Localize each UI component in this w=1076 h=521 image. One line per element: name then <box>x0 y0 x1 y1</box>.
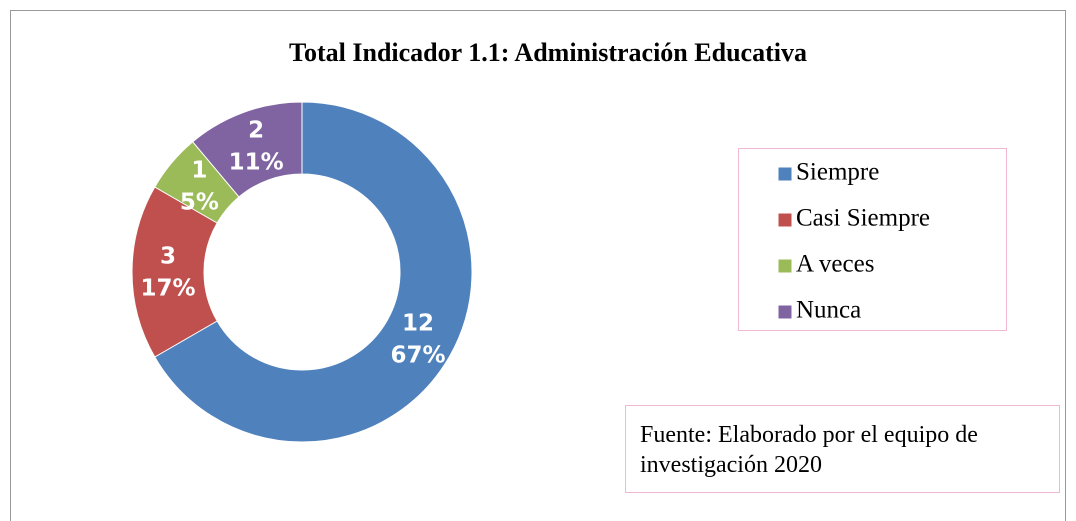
chart-border <box>10 10 1066 521</box>
donut-segment <box>154 101 473 443</box>
source-note: Fuente: Elaborado por el equipo de inves… <box>625 405 1060 493</box>
percent-label: 67% <box>391 343 446 369</box>
legend-swatch <box>777 258 793 274</box>
legend-label: Siempre <box>796 159 879 186</box>
data-label: 2 <box>248 118 264 144</box>
legend-swatch <box>777 304 793 320</box>
legend-label: Nunca <box>796 297 861 324</box>
chart-title: Total Indicador 1.1: Administración Educ… <box>289 38 807 67</box>
legend-swatch <box>777 166 793 182</box>
data-label: 1 <box>191 157 207 183</box>
percent-label: 17% <box>140 276 195 302</box>
data-label: 12 <box>402 311 434 337</box>
donut-segment <box>192 101 303 198</box>
data-label: 3 <box>160 244 176 270</box>
legend-label: Casi Siempre <box>796 205 930 232</box>
percent-label: 11% <box>229 150 284 176</box>
percent-label: 5% <box>180 189 219 215</box>
legend-swatch <box>777 212 793 228</box>
legend-label: A veces <box>796 251 874 278</box>
